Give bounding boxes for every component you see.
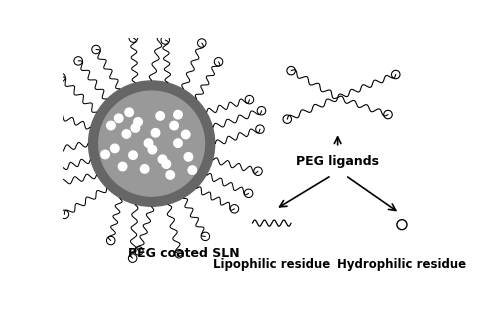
Circle shape [101,150,110,159]
Circle shape [106,121,115,130]
Circle shape [188,166,196,174]
Circle shape [182,130,190,139]
Circle shape [99,91,204,196]
Text: PEG coated SLN: PEG coated SLN [128,248,240,260]
Circle shape [88,81,214,206]
Circle shape [122,130,130,138]
Circle shape [184,153,192,161]
Circle shape [131,124,140,132]
Circle shape [140,165,149,173]
Circle shape [144,139,153,147]
Text: Lipophilic residue: Lipophilic residue [213,258,330,271]
Circle shape [158,155,166,163]
Circle shape [134,118,142,126]
Text: PEG ligands: PEG ligands [296,155,379,168]
Circle shape [156,112,164,120]
Circle shape [125,108,134,116]
Circle shape [170,121,178,130]
Circle shape [151,129,160,137]
Circle shape [129,151,138,159]
Circle shape [174,110,182,119]
Circle shape [162,160,170,168]
Circle shape [148,146,156,154]
Circle shape [110,144,119,153]
Circle shape [174,139,182,147]
Circle shape [114,114,123,122]
Text: Hydrophilic residue: Hydrophilic residue [338,258,466,271]
Circle shape [118,162,127,171]
Circle shape [166,171,174,179]
